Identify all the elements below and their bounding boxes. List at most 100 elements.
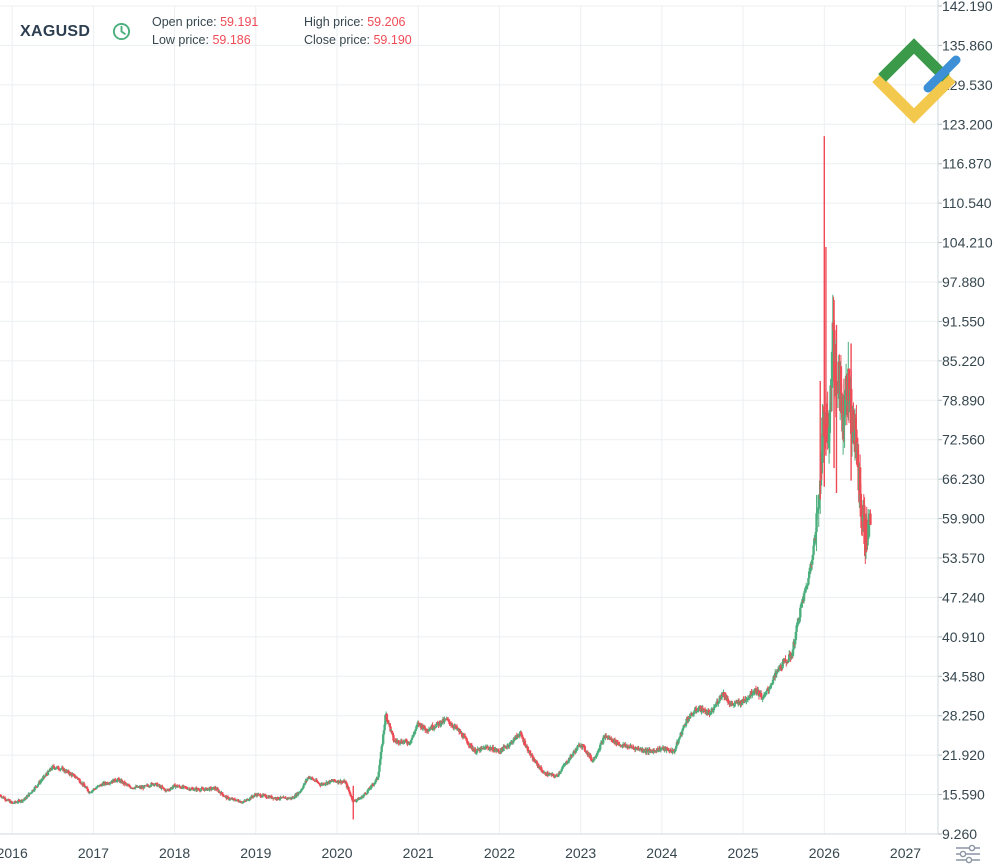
candle-body — [31, 789, 34, 793]
candle-body — [813, 538, 817, 540]
candle-body — [761, 698, 764, 700]
settings-sliders-icon[interactable] — [954, 842, 982, 864]
candle-body — [174, 786, 177, 788]
candle-body — [342, 781, 345, 783]
candle-body — [25, 796, 28, 799]
y-tick-label: 142.190 — [942, 0, 993, 14]
candle-body — [790, 655, 793, 659]
candle-body — [675, 745, 678, 749]
x-tick-label: 2017 — [78, 845, 109, 861]
candle-body — [582, 745, 586, 747]
candle-body — [751, 694, 754, 696]
candle-body — [584, 750, 587, 752]
candle-body — [512, 738, 516, 742]
candle-body — [125, 783, 128, 785]
candle-body — [531, 755, 534, 757]
candle-body — [379, 752, 383, 760]
candle-body — [762, 696, 765, 699]
candle-body — [404, 739, 408, 741]
candle-body — [304, 780, 307, 784]
candle-body — [827, 440, 830, 443]
candle-body — [561, 767, 564, 769]
candle-body — [75, 776, 78, 778]
y-tick-label: 40.910 — [942, 629, 985, 645]
candle-body — [685, 718, 688, 724]
candle-body — [536, 762, 539, 767]
candle-body — [641, 749, 645, 752]
candle-body — [410, 739, 413, 743]
candle-body — [60, 768, 63, 770]
candle-body — [663, 748, 666, 751]
candle-body — [161, 786, 164, 788]
candle-body — [354, 800, 358, 802]
candle-body — [497, 749, 500, 751]
candle-body — [464, 737, 468, 739]
candle-body — [204, 788, 207, 791]
high-label: High price: — [304, 15, 364, 29]
candle-body — [504, 746, 507, 748]
candle-body — [726, 698, 730, 703]
candle-body — [799, 604, 803, 608]
candle-body — [199, 789, 203, 791]
candle-body — [356, 799, 359, 801]
candle-body — [5, 800, 8, 802]
candle-body — [16, 802, 19, 804]
candle-body — [244, 800, 248, 802]
candle-body — [408, 743, 411, 745]
candle-body — [799, 607, 802, 618]
candle-body — [288, 798, 291, 800]
candle-body — [616, 742, 620, 745]
candle-body — [348, 789, 351, 792]
candle-body — [367, 789, 370, 791]
candle-body — [697, 708, 700, 711]
candle-body — [619, 744, 623, 747]
candle-body — [113, 778, 117, 782]
candle-body — [394, 740, 397, 742]
candle-body — [805, 585, 808, 590]
candle-body — [86, 788, 90, 792]
candle-body — [672, 750, 676, 752]
candle-body — [771, 683, 774, 685]
candle-body — [76, 777, 79, 779]
candle-body — [692, 714, 695, 716]
candle-body — [303, 783, 307, 785]
candle-body — [701, 708, 705, 711]
clock-icon[interactable] — [112, 22, 131, 41]
candle-body — [760, 697, 764, 700]
candle-body — [718, 696, 722, 701]
close-label: Close price: — [304, 33, 370, 47]
candle-body — [818, 494, 821, 497]
candle-body — [400, 740, 403, 743]
candle-body — [845, 375, 849, 400]
candle-body — [172, 785, 175, 788]
candle-body — [559, 770, 563, 772]
candle-body — [681, 728, 685, 731]
candle-body — [46, 770, 50, 776]
brand-logo — [872, 38, 961, 124]
candle-body — [414, 729, 417, 732]
candle-body — [590, 759, 594, 762]
candle-body — [712, 707, 716, 710]
candle-body — [854, 417, 857, 430]
candle-body — [581, 744, 584, 748]
candle-body — [746, 697, 750, 700]
candle-body — [49, 768, 53, 770]
candle-body — [579, 745, 582, 747]
candle-body — [506, 746, 509, 748]
candle-body — [839, 366, 843, 393]
candle-body — [345, 782, 348, 784]
candle-body — [299, 791, 302, 793]
candle-body — [598, 749, 601, 751]
candle-body — [816, 508, 820, 510]
candle-body — [815, 513, 818, 532]
candle-body — [583, 746, 586, 751]
candle-body — [765, 691, 768, 693]
candle-body — [648, 749, 651, 751]
candle-body — [467, 744, 471, 746]
candle-body — [774, 672, 777, 677]
candle-body — [240, 802, 244, 804]
candle-body — [709, 711, 713, 713]
candle-body — [153, 784, 157, 786]
candle-body — [411, 735, 414, 738]
candle-body — [709, 712, 712, 716]
